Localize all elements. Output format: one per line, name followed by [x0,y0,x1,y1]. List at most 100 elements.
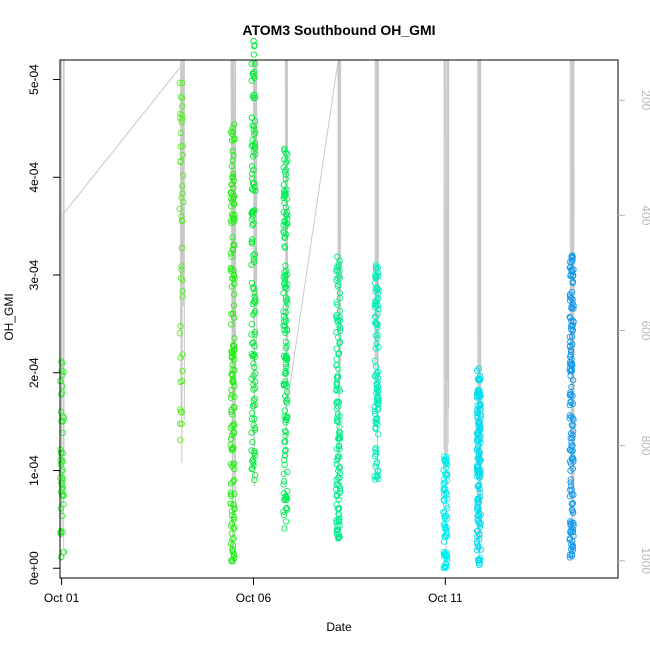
data-point [229,245,236,253]
data-point [375,368,382,376]
data-point [281,407,289,414]
data-point [373,474,381,481]
data-point [231,393,238,400]
pressure-track-line [61,59,574,561]
data-point [441,522,449,529]
chart-title: ATOM3 Southbound OH_GMI [242,22,435,38]
data-point [250,339,257,346]
data-point [248,375,255,382]
data-point [250,94,257,102]
data-point [474,468,481,476]
data-point [566,551,574,559]
data-point [333,329,340,336]
data-point [336,272,343,279]
data-point [58,479,65,486]
data-point [179,367,186,375]
data-point [474,406,481,414]
data-point [371,272,379,279]
data-point [475,556,483,564]
data-point [372,261,380,269]
data-point [569,465,576,472]
data-point [178,218,186,225]
data-point [374,324,381,332]
data-point [228,266,235,273]
data-point [229,174,236,181]
data-point [58,482,66,489]
data-point [248,240,256,247]
data-point [280,352,288,360]
data-point [375,287,382,294]
data-point [333,529,341,536]
data-point [570,305,577,312]
data-point [566,313,573,321]
data-point [476,474,483,481]
data-point [177,354,184,361]
plot-frame [59,59,619,579]
data-point [251,331,258,338]
data-point [284,299,291,307]
data-point [477,546,485,553]
data-point [476,485,483,493]
data-point [566,554,574,561]
right-tick-label: 600 [639,320,650,340]
data-point [249,153,257,160]
data-point [230,302,238,309]
data-point [281,234,288,241]
data-point [475,509,483,516]
data-point [281,168,289,175]
data-point [282,432,289,439]
data-point [372,298,379,305]
data-point [178,263,185,270]
y-tick-label: 4e-04 [27,162,41,193]
data-point [568,366,575,373]
data-point [228,275,236,282]
data-point [373,386,380,393]
data-point [58,459,66,466]
data-point [281,280,288,287]
data-point [179,151,186,159]
data-point [60,548,68,556]
data-point [566,258,574,266]
data-point [250,421,257,429]
data-point [371,319,379,327]
data-point [281,145,288,152]
data-point [283,285,290,293]
right-tick-label: 400 [639,205,650,225]
data-point [440,490,448,497]
data-point [251,395,258,402]
data-point [282,231,290,238]
data-point [375,475,382,482]
data-point [283,383,290,390]
data-point [569,322,576,329]
data-point [249,137,256,144]
data-point [58,468,65,475]
data-point [476,493,484,501]
data-point [282,315,289,322]
data-point [230,191,237,198]
data-point [333,531,340,538]
data-point [569,252,576,259]
data-point [248,114,256,121]
data-point [251,415,258,422]
data-point [252,299,259,306]
data-point [58,389,66,397]
data-point [177,408,184,415]
data-point [250,397,257,404]
data-point [250,381,257,388]
data-point [249,438,256,446]
data-point [179,142,186,150]
y-tick-label: 5e-04 [27,64,41,95]
data-point [249,70,256,77]
data-point [566,342,574,350]
data-point [373,415,381,422]
data-point [570,458,577,465]
data-point [229,378,236,386]
data-point [248,163,256,170]
data-point [248,429,255,436]
data-point [372,266,380,273]
data-point [249,236,256,243]
data-point [566,518,574,525]
data-point [179,103,186,110]
data-point [231,135,238,142]
